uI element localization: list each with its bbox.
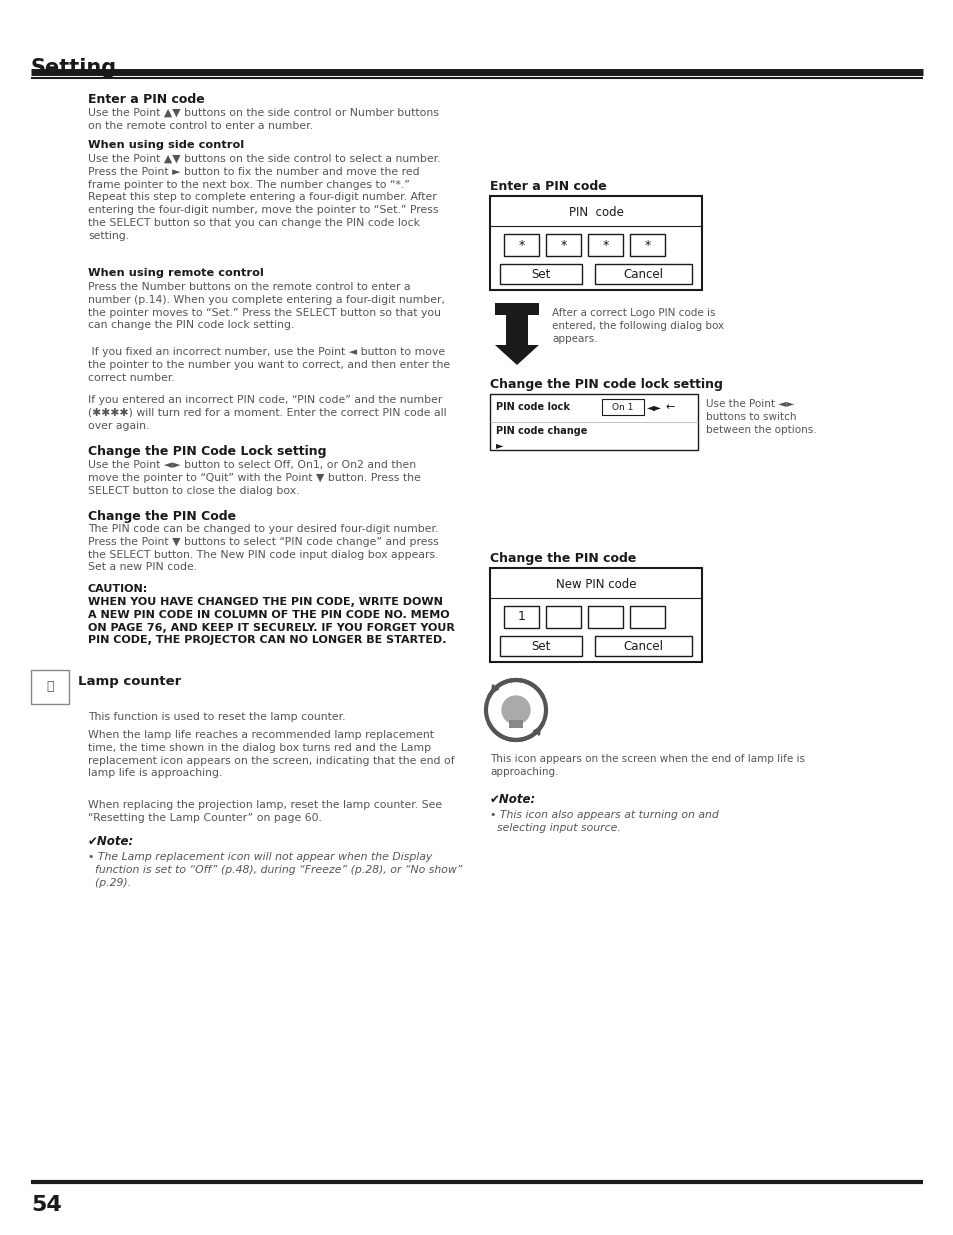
Text: Enter a PIN code: Enter a PIN code [88,93,205,106]
Bar [505,315,527,345]
Text: On 1: On 1 [612,403,633,411]
Text: Lamp counter: Lamp counter [78,676,181,688]
Text: When using remote control: When using remote control [88,268,264,278]
Bar [490,568,701,662]
Text: Use the Point ▲▼ buttons on the side control or Number buttons
on the remote con: Use the Point ▲▼ buttons on the side con… [88,107,438,131]
Text: New PIN code: New PIN code [556,578,636,592]
Text: The PIN code can be changed to your desired four-digit number.
Press the Point ▼: The PIN code can be changed to your desi… [88,524,438,572]
Text: 54: 54 [30,1195,62,1215]
Text: If you entered an incorrect PIN code, “PIN code” and the number
(✱✱✱✱) will turn: If you entered an incorrect PIN code, “P… [88,395,446,431]
Bar [499,264,581,284]
Bar [30,671,69,704]
Bar [601,399,643,415]
Bar [595,636,691,656]
Text: • This icon also appears at turning on and
  selecting input source.: • This icon also appears at turning on a… [490,810,718,832]
Text: Change the PIN code lock setting: Change the PIN code lock setting [490,378,722,391]
Bar [490,196,701,290]
Text: ←: ← [665,403,675,412]
Text: CAUTION:: CAUTION: [88,584,148,594]
Bar [595,264,691,284]
Bar [503,233,538,256]
Bar [545,233,580,256]
Bar [629,606,664,629]
Text: Cancel: Cancel [622,640,662,652]
Bar [629,233,664,256]
Text: Change the PIN Code Lock setting: Change the PIN Code Lock setting [88,445,326,458]
Bar [545,606,580,629]
Bar [587,233,622,256]
Text: ◄►: ◄► [646,403,661,412]
Text: Use the Point ◄► button to select Off, On1, or On2 and then
move the pointer to : Use the Point ◄► button to select Off, O… [88,459,420,495]
Bar [509,720,522,727]
Text: Set: Set [531,640,550,652]
Text: Press the Number buttons on the remote control to enter a
number (p.14). When yo: Press the Number buttons on the remote c… [88,282,444,331]
Text: This icon appears on the screen when the end of lamp life is
approaching.: This icon appears on the screen when the… [490,755,804,777]
Text: If you fixed an incorrect number, use the Point ◄ button to move
the pointer to : If you fixed an incorrect number, use th… [88,347,450,383]
Text: Change the PIN code: Change the PIN code [490,552,636,564]
Text: PIN  code: PIN code [568,206,622,219]
Polygon shape [495,345,538,366]
Text: *: * [601,238,608,252]
Text: • The Lamp replacement icon will not appear when the Display
  function is set t: • The Lamp replacement icon will not app… [88,852,462,888]
Text: When replacing the projection lamp, reset the lamp counter. See
“Resetting the L: When replacing the projection lamp, rese… [88,800,441,823]
Text: 1: 1 [517,610,525,624]
Text: After a correct Logo PIN code is
entered, the following dialog box
appears.: After a correct Logo PIN code is entered… [552,308,723,343]
Text: Set: Set [531,268,550,280]
Text: Cancel: Cancel [622,268,662,280]
Text: Enter a PIN code: Enter a PIN code [490,180,606,193]
Text: This function is used to reset the lamp counter.: This function is used to reset the lamp … [88,713,345,722]
Text: Change the PIN Code: Change the PIN Code [88,510,236,522]
Bar [499,636,581,656]
Text: *: * [643,238,650,252]
Text: *: * [517,238,524,252]
Text: *: * [559,238,566,252]
Bar [495,303,538,315]
Circle shape [501,697,530,724]
Text: PIN code change: PIN code change [496,426,587,436]
Text: WHEN YOU HAVE CHANGED THE PIN CODE, WRITE DOWN
A NEW PIN CODE IN COLUMN OF THE P: WHEN YOU HAVE CHANGED THE PIN CODE, WRIT… [88,597,455,646]
Text: ►: ► [496,440,503,450]
Bar [503,606,538,629]
Bar [587,606,622,629]
Text: ✔Note:: ✔Note: [88,835,134,848]
Text: Use the Point ◄►
buttons to switch
between the options.: Use the Point ◄► buttons to switch betwe… [705,399,816,435]
Text: When using side control: When using side control [88,140,244,149]
Text: PIN code lock: PIN code lock [496,403,569,412]
Text: When the lamp life reaches a recommended lamp replacement
time, the time shown i: When the lamp life reaches a recommended… [88,730,455,778]
Bar [490,394,698,450]
Text: ✔Note:: ✔Note: [490,793,536,806]
Text: Use the Point ▲▼ buttons on the side control to select a number.
Press the Point: Use the Point ▲▼ buttons on the side con… [88,154,440,241]
Text: Setting: Setting [30,58,117,78]
Text: 🔧: 🔧 [46,680,53,694]
